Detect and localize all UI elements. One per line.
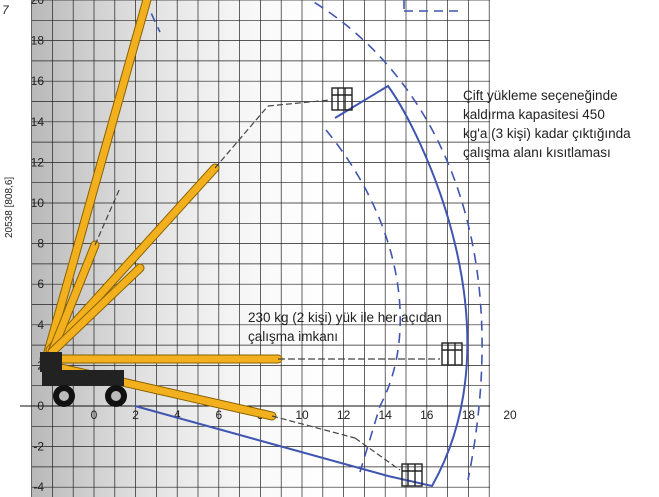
y-tick-label: 20 xyxy=(31,0,45,7)
y-tick-label: 14 xyxy=(31,115,45,129)
x-tick-label: 20 xyxy=(503,408,517,422)
x-tick-label: 14 xyxy=(379,408,393,422)
boom-high-angle xyxy=(45,99,331,355)
outer-dashed-envelope xyxy=(308,0,483,481)
x-axis-ticks: 02468101214161820 xyxy=(91,408,517,422)
x-tick-label: 18 xyxy=(462,408,476,422)
y-tick-label: 6 xyxy=(37,277,44,291)
inner-dashed-envelope xyxy=(325,129,402,473)
x-tick-label: 2 xyxy=(132,408,139,422)
y-tick-label: 4 xyxy=(37,318,44,332)
boom-vertical xyxy=(43,0,152,357)
y-tick-label: 8 xyxy=(37,237,44,251)
note-full-coverage: 230 kg (2 kişi) yük ile her açıdan çalış… xyxy=(248,310,445,344)
y-tick-label: 12 xyxy=(31,155,45,169)
platform-low xyxy=(401,463,423,487)
corner-mark: 7 xyxy=(2,3,10,17)
boom-low-angle xyxy=(47,263,145,357)
machine-base xyxy=(40,352,127,407)
y-tick-label: -4 xyxy=(33,480,44,494)
y-tick-label: 18 xyxy=(31,34,45,48)
grid xyxy=(20,0,490,497)
vertical-dimension-label: 20538 [808,6] xyxy=(4,177,15,238)
outer-envelope xyxy=(134,84,469,488)
x-tick-label: 10 xyxy=(295,408,309,422)
x-tick-label: 4 xyxy=(174,408,181,422)
platform-horizontal xyxy=(441,342,463,366)
y-tick-label: 0 xyxy=(37,399,44,413)
note-restricted-area: Çift yükleme seçeneğinde kaldırma kapasi… xyxy=(463,88,634,160)
y-tick-label: 10 xyxy=(31,196,45,210)
top-dashed-line xyxy=(403,0,460,12)
y-tick-label: -2 xyxy=(33,440,44,454)
x-tick-label: 6 xyxy=(215,408,222,422)
background-shading xyxy=(32,0,362,497)
x-tick-label: 12 xyxy=(337,408,351,422)
boom-mid-angle xyxy=(47,187,121,357)
x-tick-label: 16 xyxy=(420,408,434,422)
x-tick-label: 0 xyxy=(91,408,98,422)
y-tick-label: 16 xyxy=(31,74,45,88)
platform-high xyxy=(331,87,353,111)
